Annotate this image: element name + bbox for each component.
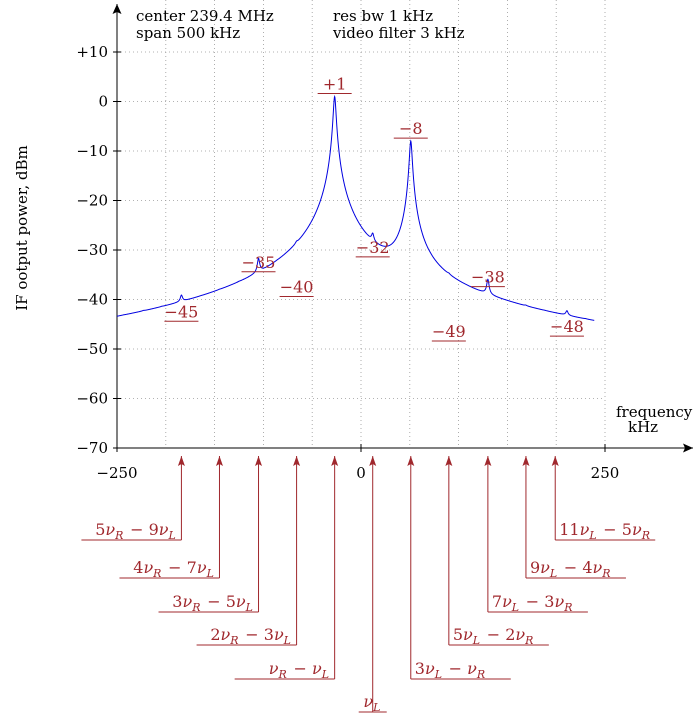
y-tick-label: +10 xyxy=(76,43,108,61)
mixing-product-arrowhead xyxy=(445,456,453,466)
x-axis-label-line1: frequency xyxy=(616,403,693,421)
peak-level-label: −38 xyxy=(471,268,505,287)
mixing-product-label: 5νL − 2νR xyxy=(453,625,535,647)
y-tick-label: −70 xyxy=(76,439,108,457)
mixing-product-arrowhead xyxy=(551,456,559,466)
mixing-product-label: νR − νL xyxy=(269,659,331,681)
y-axis-arrowhead xyxy=(112,4,122,14)
mixing-product-label: 9νL − 4νR xyxy=(530,558,612,580)
peak-level-label: −35 xyxy=(242,253,276,272)
peak-labels: −45 −35−40 +1 −32 −8 −49 −38 −48 xyxy=(164,75,584,342)
y-axis-label: IF ootput power, dBm xyxy=(13,145,31,311)
mixing-product-label: 4νR − 7νL xyxy=(133,558,215,580)
y-tick-label: −10 xyxy=(76,142,108,160)
axes xyxy=(112,4,693,453)
mixing-product-label: 2νR − 3νL xyxy=(210,625,292,647)
y-tick-label: −20 xyxy=(76,192,108,210)
x-axis-label-line2: kHz xyxy=(628,418,658,436)
mixing-product-label: 7νL − 3νR xyxy=(492,592,574,614)
y-tick-label: −30 xyxy=(76,241,108,259)
mixing-product-arrowhead xyxy=(331,456,339,466)
peak-level-label: −8 xyxy=(399,119,423,138)
center-frequency-text: center 239.4 MHz xyxy=(136,7,274,25)
mixing-product-arrows: 5νR − 9νL 4νR − 7νL 3νR − 5νL 2νR − 3νL … xyxy=(81,456,656,714)
y-tick-label: −60 xyxy=(76,390,108,408)
peak-level-label: −48 xyxy=(550,317,584,336)
mixing-product-arrowhead xyxy=(293,456,301,466)
mixing-product-arrowhead xyxy=(369,456,377,466)
mixing-product-arrowhead xyxy=(407,456,415,466)
mixing-product-arrowhead xyxy=(215,456,223,466)
x-tick-label: 250 xyxy=(591,464,620,482)
peak-level-label: −32 xyxy=(356,238,390,257)
mixing-product-arrowhead xyxy=(522,456,530,466)
y-tick-label: −40 xyxy=(76,291,108,309)
peak-level-label: +1 xyxy=(323,75,347,94)
resolution-bandwidth-text: res bw 1 kHz xyxy=(333,7,433,25)
mixing-product-label: 11νL − 5νR xyxy=(559,520,651,542)
tick-labels: +10 0 −10 −20 −30 −40 −50 −60 −70 −250 0 250 xyxy=(76,43,619,482)
mixing-product-label: 5νR − 9νL xyxy=(95,520,177,542)
mixing-product-label: νL xyxy=(363,692,382,714)
y-tick-label: 0 xyxy=(98,93,108,111)
mixing-product-label: 3νL − νR xyxy=(415,659,487,681)
x-tick-label: 0 xyxy=(356,464,366,482)
spectrum-trace xyxy=(116,94,595,321)
video-filter-text: video filter 3 kHz xyxy=(332,24,465,42)
span-text: span 500 kHz xyxy=(136,24,240,42)
y-tick-label: −50 xyxy=(76,340,108,358)
grid xyxy=(117,0,606,448)
x-tick-label: −250 xyxy=(96,464,137,482)
x-axis-arrowhead xyxy=(683,443,693,453)
mixing-product-arrowhead xyxy=(255,456,263,466)
peak-level-label: −49 xyxy=(432,322,466,341)
mixing-product-arrowhead xyxy=(484,456,492,466)
mixing-product-label: 3νR − 5νL xyxy=(172,592,254,614)
peak-level-label: −45 xyxy=(165,302,199,321)
peak-level-label: −40 xyxy=(280,278,314,297)
mixing-product-arrowhead xyxy=(177,456,185,466)
